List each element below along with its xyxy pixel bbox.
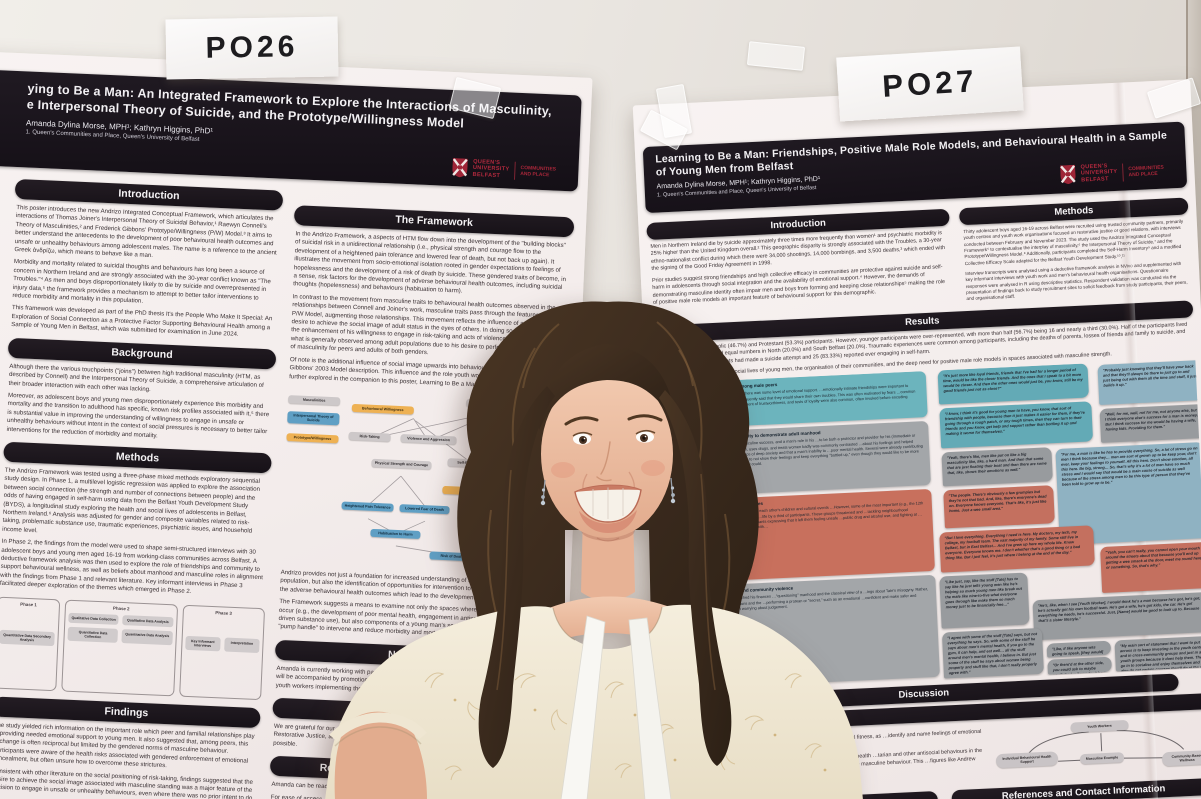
methods-text: Thirty adolescent boys aged 16-19 across… bbox=[963, 219, 1189, 303]
quote-bubble: "Yeah, you can't really, you cannot open… bbox=[1100, 542, 1201, 594]
phase-node: Quantitative Data Collection bbox=[67, 626, 119, 643]
quote-bubble: "Like, if like anyone was going to speak… bbox=[1046, 641, 1112, 659]
quote-bubble: "I know, I think it's good for young men… bbox=[939, 401, 1094, 449]
phase-node: Quantitative Data Secondary Analysis bbox=[0, 629, 55, 646]
diagram-node: Community-Based Wellness bbox=[1161, 750, 1201, 767]
logo-divider bbox=[514, 161, 516, 180]
phase-3-label: Phase 3 bbox=[215, 609, 233, 616]
po26-text: PO26 bbox=[205, 30, 299, 65]
paragraph: Interview transcripts were analysed usin… bbox=[965, 260, 1188, 302]
quote-bubble: "My main sort of statement that I want t… bbox=[1114, 636, 1201, 672]
phase-node: Quantitative Data Analysis bbox=[121, 628, 173, 645]
logo-line3: BELFAST bbox=[1081, 175, 1109, 184]
hair-front-strands bbox=[478, 386, 732, 768]
paragraph: The study yielded rich information on th… bbox=[0, 721, 255, 770]
quote-bubble: "But I love everything. Everything I nee… bbox=[939, 525, 1095, 573]
queens-shield-icon bbox=[452, 158, 469, 178]
nose bbox=[596, 441, 612, 482]
smile bbox=[574, 471, 642, 542]
quote-bubble: "The people. There's obviously a few gru… bbox=[943, 485, 1055, 529]
hair-fringe bbox=[539, 344, 675, 430]
poster-number-label-po27: PO27 bbox=[836, 46, 1024, 122]
paragraph: Moreover, as adolescent boys and young m… bbox=[6, 391, 270, 439]
quote-bubble: "It's just more like loyal friends, frie… bbox=[937, 363, 1090, 405]
paragraph: This poster introduces the new Andrizo I… bbox=[14, 204, 277, 260]
phase-node: Interpretation bbox=[223, 637, 260, 653]
phase-node: Qualitative Data Collection bbox=[68, 612, 120, 625]
queens-university-logo: QUEEN'S UNIVERSITY BELFAST COMMUNITIES AND… bbox=[452, 158, 564, 182]
po27-text: PO27 bbox=[881, 63, 979, 104]
poster-left-title-band: ying to Be a Man: An Integrated Framewor… bbox=[0, 68, 582, 192]
quote-bubble: "Well, for me, well, not for me, not any… bbox=[1099, 404, 1201, 444]
study-phases-diagram: Phase 1 Quantitative Data Secondary Anal… bbox=[0, 596, 266, 700]
logo-divider bbox=[1121, 163, 1124, 182]
phase-node: Key Informant Interviews bbox=[184, 635, 221, 651]
paragraph: In Phase 2, the findings from the model … bbox=[0, 537, 264, 596]
earrings bbox=[540, 477, 676, 506]
paragraph: Thirty adolescent boys aged 16-19 across… bbox=[963, 218, 1184, 266]
eyes bbox=[572, 429, 656, 445]
paragraph: The Andrizo Framework was tested using a… bbox=[2, 466, 261, 536]
woman-presenter bbox=[325, 301, 863, 799]
phase-1-box: Phase 1 Quantitative Data Secondary Anal… bbox=[0, 596, 61, 691]
arm bbox=[329, 711, 427, 799]
logo-unit: COMMUNITIES AND PLACE bbox=[1128, 164, 1164, 178]
poster-right: Learning to Be a Man: Friendships, Posit… bbox=[632, 79, 1201, 799]
queens-shield-icon bbox=[1060, 164, 1077, 185]
discussion-diagram: Youth Workers Individual Behavioural Hea… bbox=[992, 714, 1201, 782]
poster-right-methods-column: Methods Thirty adolescent boys aged 16-1… bbox=[959, 197, 1192, 309]
quote-bubble: "Probably just knowing that they'll have… bbox=[1097, 360, 1201, 406]
findings-text: The study yielded rich information on th… bbox=[0, 721, 258, 799]
phase-node: Qualitative Data Analysis bbox=[122, 614, 174, 627]
methods-text: The Andrizo Framework was tested using a… bbox=[0, 467, 269, 600]
paragraph: Morbidity and mortality related to suici… bbox=[12, 258, 272, 305]
phase-2-box: Phase 2 Qualitative Data Collection Qual… bbox=[61, 599, 178, 697]
lanyard bbox=[560, 615, 672, 799]
introduction-text: This poster introduces the new Andrizo I… bbox=[11, 204, 280, 341]
phase-3-box: Phase 3 Key Informant Interviews Interpr… bbox=[178, 604, 266, 700]
queens-university-logo: QUEEN'S UNIVERSITY BELFAST COMMUNITIES AND… bbox=[1060, 160, 1172, 185]
phase-2-label: Phase 2 bbox=[112, 605, 130, 611]
tape-strip bbox=[746, 41, 806, 71]
quote-bubble: "Yeah, there's like, men like put on lik… bbox=[941, 447, 1053, 487]
face bbox=[541, 370, 673, 542]
quote-bubble: "He's, like, when I see [Youth Worker], … bbox=[1032, 592, 1201, 641]
poster-number-label-po26: PO26 bbox=[165, 16, 339, 80]
logo-unit: COMMUNITIES AND PLACE bbox=[520, 164, 557, 178]
background-text: Although there the various touchpoints (… bbox=[6, 363, 273, 446]
phase-1-label: Phase 1 bbox=[20, 601, 37, 607]
eyebrows bbox=[564, 414, 663, 426]
logo-line3: BELFAST bbox=[472, 171, 501, 179]
quote-bubble: "Or there'd at the other side, you could… bbox=[1047, 657, 1112, 676]
poster-left-column-1: Introduction This poster introduces the … bbox=[0, 178, 284, 799]
quote-bubble: "Like just, say, like the stuff [Tate] h… bbox=[939, 572, 1030, 630]
poster-right-title-band: Learning to Be a Man: Friendships, Posit… bbox=[642, 121, 1188, 214]
quote-bubble: "I agree with some of the stuff [Tate] s… bbox=[941, 628, 1044, 679]
